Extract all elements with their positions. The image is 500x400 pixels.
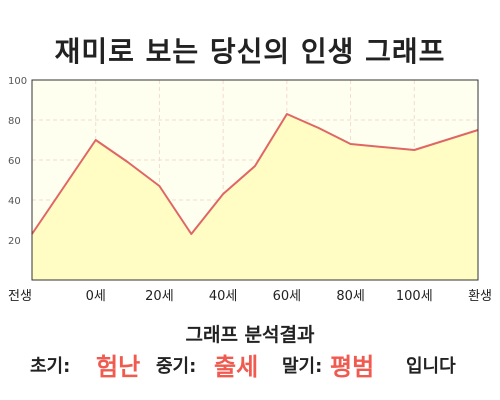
late-value: 평범 (330, 353, 375, 381)
y-tick-label: 100 (8, 76, 27, 87)
x-tick-label: 80세 (336, 289, 365, 304)
mid-label: 중기: (156, 356, 197, 377)
plot-border (31, 79, 479, 281)
life-line (31, 113, 479, 235)
early-value: 험난 (96, 353, 141, 381)
y-tick-label: 20 (8, 236, 21, 247)
x-tick-label: 환생 (468, 289, 492, 304)
life-area-fill (32, 114, 478, 280)
y-axis-ticks: 100 80 60 40 20 (8, 76, 27, 247)
y-tick-label: 40 (8, 196, 21, 207)
page-title: 재미로 보는 당신의 인생 그래프 (54, 35, 446, 68)
early-label: 초기: (30, 356, 71, 377)
x-axis-ticks: 전생 0세 20세 40세 60세 80세 100세 환생 (8, 289, 492, 304)
y-tick-label: 80 (8, 116, 21, 127)
x-tick-label: 60세 (273, 289, 302, 304)
x-tick-label: 20세 (145, 289, 174, 304)
late-label: 말기: (282, 356, 323, 377)
x-tick-label: 40세 (209, 289, 238, 304)
result-heading: 그래프 분석결과 (185, 324, 315, 346)
y-tick-label: 60 (8, 156, 21, 167)
x-tick-label: 0세 (86, 289, 106, 304)
result-line: 초기: 험난 중기: 출세 말기: 평범 입니다 (0, 346, 500, 382)
result-suffix: 입니다 (406, 356, 456, 377)
x-tick-label: 전생 (8, 289, 32, 304)
mid-value: 출세 (214, 353, 259, 381)
plot-frame (31, 79, 479, 281)
x-tick-label: 100세 (396, 289, 433, 304)
